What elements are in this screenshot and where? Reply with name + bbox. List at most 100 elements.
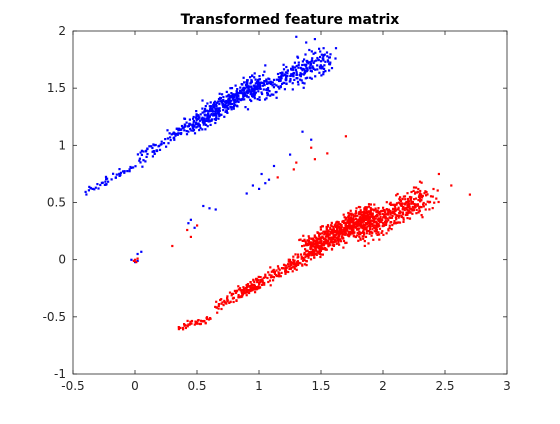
data-point [303,72,306,75]
data-point [270,82,273,85]
data-point [315,253,318,256]
data-point [278,268,281,271]
data-point [309,241,312,244]
data-point [253,88,256,91]
data-point [273,271,276,274]
data-point [182,126,185,129]
data-point [435,197,438,200]
data-point [254,91,257,94]
data-point [118,168,121,171]
data-point [318,233,321,236]
data-point [391,214,394,217]
data-point [338,233,341,236]
data-point [332,225,335,229]
data-point [192,121,195,124]
data-point [151,150,154,153]
data-point [257,80,260,84]
data-point [290,266,293,269]
data-point [185,121,188,124]
data-point [196,224,199,227]
data-point [261,92,264,96]
data-point [199,323,202,326]
data-point [394,213,397,216]
data-point [331,229,334,232]
data-point [301,81,304,84]
data-point [195,119,198,122]
data-point [169,139,172,142]
data-point [226,111,229,114]
data-point [350,229,353,232]
data-point [326,152,329,155]
data-point [384,219,387,222]
data-point [253,95,256,98]
data-point [289,267,292,270]
data-point [246,79,249,82]
data-point [347,216,350,219]
data-point [215,112,218,115]
data-point [416,203,419,206]
data-point [243,98,246,101]
data-point [253,72,256,75]
data-point [231,292,234,295]
data-point [412,189,415,192]
data-point [342,239,346,243]
data-point [242,86,245,89]
data-point [126,170,129,173]
data-point [238,90,242,94]
data-point [284,73,287,77]
data-point [342,213,345,216]
data-point [359,206,362,209]
data-point [214,305,217,308]
data-point [250,99,253,103]
data-point [359,233,362,236]
data-point [269,276,272,279]
data-point [339,240,343,243]
data-point [275,90,278,94]
data-point [251,74,254,77]
data-point [359,209,362,212]
data-point [386,212,389,215]
data-point [316,237,320,240]
data-point [322,47,325,50]
data-point [397,206,400,209]
data-point [289,79,292,82]
data-point [267,77,270,80]
data-point [395,218,398,221]
data-point [321,65,324,68]
data-point [420,181,423,184]
data-point [291,88,294,91]
data-point [256,98,259,101]
data-point [405,211,408,214]
data-point [276,176,279,179]
data-point [390,211,393,214]
data-point [296,80,300,83]
data-point [166,129,169,132]
data-point [318,71,321,74]
data-point [189,235,192,238]
data-point [203,122,206,125]
data-point [375,229,378,233]
data-point [246,91,249,94]
data-point [252,93,255,96]
data-point [319,226,322,229]
data-point [257,285,260,288]
data-point [411,201,414,204]
data-point [191,123,194,126]
data-point [343,230,346,233]
data-point [340,227,343,230]
data-point [377,207,380,210]
data-point [242,76,245,79]
data-point [335,242,338,245]
data-point [420,199,423,202]
data-point [232,300,235,304]
data-point [141,165,144,168]
data-point [320,67,323,70]
data-point [316,250,319,253]
x-tick-label: 3 [503,379,511,393]
data-point [406,205,409,208]
data-point [258,187,261,190]
data-point [178,327,181,330]
data-point [351,232,354,235]
data-point [375,225,378,228]
data-point [350,216,353,219]
